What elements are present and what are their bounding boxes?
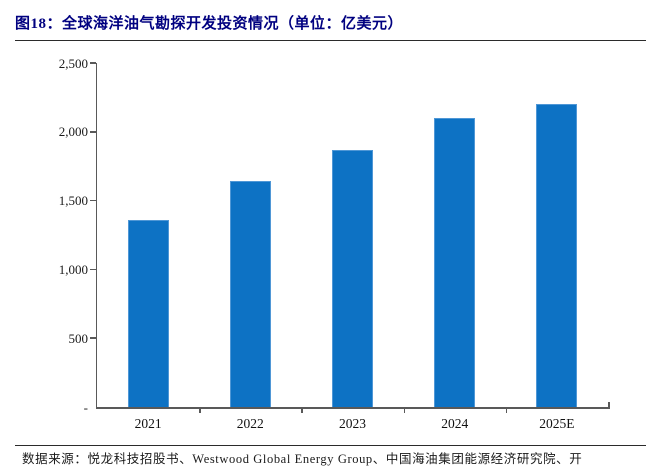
y-axis-line <box>95 63 97 409</box>
y-axis-tick-label: 1,500 <box>58 193 88 209</box>
data-source-note: 数据来源：悦龙科技招股书、Westwood Global Energy Grou… <box>22 452 583 466</box>
bar <box>434 118 476 407</box>
bar <box>536 104 578 407</box>
x-axis-tick-mark <box>301 408 303 413</box>
y-axis-tick-mark <box>89 268 96 271</box>
x-axis-tick-mark <box>403 408 406 413</box>
x-axis-line <box>95 407 610 409</box>
x-axis-tick-label: 2025E <box>539 416 575 431</box>
x-axis-tick-mark <box>505 408 508 413</box>
figure-title: 图18：全球海洋油气勘探开发投资情况（单位：亿美元） <box>15 16 404 32</box>
bar <box>229 181 271 407</box>
x-axis-tick-mark <box>199 408 201 413</box>
y-axis-tick-mark <box>89 337 96 339</box>
x-axis-tick-label: 2023 <box>338 416 366 431</box>
bar <box>332 149 373 407</box>
y-axis-tick-mark <box>89 62 96 64</box>
x-axis-end-tick <box>608 402 610 407</box>
x-axis-tick-label: 2021 <box>134 416 162 431</box>
y-axis-tick-label: 2,000 <box>58 124 88 140</box>
y-axis-tick-mark <box>89 131 96 133</box>
y-axis-tick-label: 500 <box>68 330 89 346</box>
y-axis-tick-label: - <box>83 399 88 415</box>
x-axis-tick-label: 2024 <box>441 416 469 431</box>
y-axis-tick-label: 2,500 <box>58 55 88 71</box>
title-divider-line <box>15 40 646 41</box>
y-axis-tick-label: 1,000 <box>58 261 88 277</box>
y-axis-tick-mark <box>89 199 96 202</box>
footer-divider-line <box>15 445 646 446</box>
x-axis-tick-label: 2022 <box>236 416 264 431</box>
bar <box>127 219 169 407</box>
